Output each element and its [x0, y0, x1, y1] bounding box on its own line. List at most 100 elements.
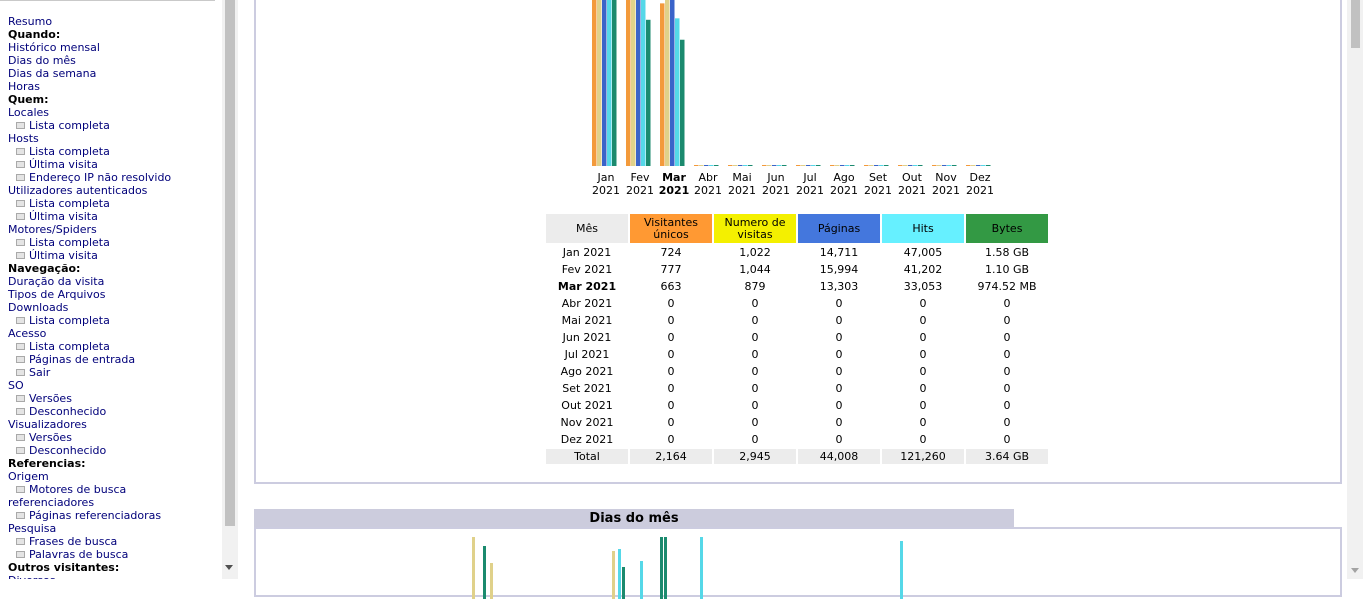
- chart-bar-bytes: [918, 165, 923, 166]
- chart-bar-hits: [947, 165, 952, 166]
- menu-item-diversos[interactable]: Diversos: [8, 574, 216, 579]
- chart-bar-visitors: [626, 0, 631, 167]
- chart-bar-visitors: [762, 165, 767, 166]
- menu-label: Resumo: [8, 15, 53, 28]
- column-header-unique-visitors: Visitantes únicos: [630, 214, 712, 243]
- menu-item-dias-do-mes[interactable]: Dias do mês: [8, 54, 216, 67]
- chart-bar-hits: [777, 165, 782, 166]
- menu-subitem-lista-completa[interactable]: Lista completa: [8, 119, 216, 132]
- chart-bar-pages: [942, 165, 947, 166]
- menu-label: Frases de busca: [29, 535, 118, 548]
- chart-bar-visits: [801, 165, 806, 166]
- menu-scrollbar[interactable]: [222, 0, 238, 579]
- chart-bar-visits: [490, 563, 493, 599]
- menu-item-duracao-da-visita[interactable]: Duração da visita: [8, 275, 216, 288]
- submenu-bullet-icon: [16, 174, 25, 181]
- chart-bar-pages: [738, 165, 743, 166]
- table-row: Mar 2021 663 879 13,303 33,053 974.52 MB: [546, 279, 1048, 294]
- menu-item-historico-mensal[interactable]: Histórico mensal: [8, 41, 216, 54]
- table-cell-hits: 0: [919, 365, 927, 378]
- menu-subitem-paginas-referenciadoras[interactable]: Páginas referenciadoras: [8, 509, 216, 522]
- menu-subitem-lista-completa[interactable]: Lista completa: [8, 314, 216, 327]
- chart-bar-hits: [709, 165, 714, 166]
- chart-bar-hits: [811, 165, 816, 166]
- menu-item-referenciadores[interactable]: referenciadores: [8, 496, 216, 509]
- menu-subitem-motores-de-busca[interactable]: Motores de busca: [8, 483, 216, 496]
- x-tick-label: Fev: [630, 171, 649, 184]
- menu-item-resumo[interactable]: Resumo: [8, 15, 216, 28]
- menu-subitem-ultima-visita[interactable]: Última visita: [8, 249, 216, 262]
- chart-bar-hits: [743, 165, 748, 166]
- chart-bar-hits: [675, 18, 680, 166]
- submenu-bullet-icon: [16, 252, 25, 259]
- chart-bar-visitors: [932, 165, 937, 166]
- table-total-cell-unique-visitors: 2,164: [630, 449, 712, 464]
- chart-bar-bytes: [622, 567, 625, 599]
- page-scroll-thumb[interactable]: [1351, 0, 1360, 48]
- menu-item-utilizadores-autenticados[interactable]: Utilizadores autenticados: [8, 184, 216, 197]
- table-cell-visits: 1,044: [739, 263, 771, 276]
- column-header-pages: Páginas: [798, 214, 880, 243]
- chart-bar-pages: [670, 0, 675, 166]
- menu-item-downloads[interactable]: Downloads: [8, 301, 216, 314]
- menu-item-motores-spiders[interactable]: Motores/Spiders: [8, 223, 216, 236]
- column-header-bytes: Bytes: [966, 214, 1048, 243]
- menu-subitem-desconhecido[interactable]: Desconhecido: [8, 405, 216, 418]
- menu-item-tipos-de-arquivos[interactable]: Tipos de Arquivos: [8, 288, 216, 301]
- menu-subitem-desconhecido[interactable]: Desconhecido: [8, 444, 216, 457]
- menu-label: Acesso: [8, 327, 47, 340]
- menu-label: Hosts: [8, 132, 39, 145]
- page-scrollbar[interactable]: [1347, 0, 1363, 579]
- submenu-bullet-icon: [16, 512, 25, 519]
- menu-item-origem[interactable]: Origem: [8, 470, 216, 483]
- menu-subitem-lista-completa[interactable]: Lista completa: [8, 236, 216, 249]
- menu-subitem-frases-de-busca[interactable]: Frases de busca: [8, 535, 216, 548]
- menu-subitem-paginas-de-entrada[interactable]: Páginas de entrada: [8, 353, 216, 366]
- menu-subitem-versoes[interactable]: Versões: [8, 431, 216, 444]
- x-tick-label: Mar: [662, 171, 686, 184]
- menu-subitem-lista-completa[interactable]: Lista completa: [8, 197, 216, 210]
- menu-item-locales[interactable]: Locales: [8, 106, 216, 119]
- table-cell-month: Abr 2021: [561, 297, 613, 310]
- chart-bar-visits: [612, 551, 615, 599]
- menu-scroll-thumb[interactable]: [225, 0, 235, 526]
- menu-item-acesso[interactable]: Acesso: [8, 327, 216, 340]
- x-tick-label: 2021: [762, 184, 790, 197]
- table-cell-month: Nov 2021: [560, 416, 614, 429]
- chart-bar-pages: [636, 0, 641, 166]
- menu-item-visualizadores[interactable]: Visualizadores: [8, 418, 216, 431]
- submenu-bullet-icon: [16, 538, 25, 545]
- menu-label: Referencias:: [8, 457, 86, 470]
- table-cell-bytes: 0: [1003, 416, 1011, 429]
- menu-heading-quem: Quem:: [8, 93, 216, 106]
- menu-subitem-endereco-ip-nao-resolvido[interactable]: Endereço IP não resolvido: [8, 171, 216, 184]
- scroll-down-arrow-icon[interactable]: [225, 565, 233, 570]
- table-cell-pages: 0: [835, 433, 843, 446]
- table-cell-pages: 14,711: [819, 246, 859, 259]
- table-cell-unique-visitors: 0: [667, 399, 675, 412]
- menu-subitem-ultima-visita[interactable]: Última visita: [8, 210, 216, 223]
- x-tick-label: 2021: [659, 184, 690, 197]
- menu-item-pesquisa[interactable]: Pesquisa: [8, 522, 216, 535]
- table-cell-visits: 0: [751, 382, 759, 395]
- menu-subitem-palavras-de-busca[interactable]: Palavras de busca: [8, 548, 216, 561]
- table-cell-visits: 0: [751, 331, 759, 344]
- menu-label: Última visita: [29, 210, 98, 223]
- days-of-month-chart: [472, 537, 903, 599]
- menu-subitem-lista-completa[interactable]: Lista completa: [8, 145, 216, 158]
- table-row: Jun 2021 0 0 0 0 0: [546, 330, 1048, 345]
- menu-subitem-lista-completa[interactable]: Lista completa: [8, 340, 216, 353]
- menu-item-dias-da-semana[interactable]: Dias da semana: [8, 67, 216, 80]
- menu-item-horas[interactable]: Horas: [8, 80, 216, 93]
- menu-frame: Resumo Quando: Histórico mensal Dias do mês…: [0, 0, 238, 579]
- menu-label: Utilizadores autenticados: [8, 184, 148, 197]
- menu-item-so[interactable]: SO: [8, 379, 216, 392]
- menu-subitem-ultima-visita[interactable]: Última visita: [8, 158, 216, 171]
- menu-subitem-sair[interactable]: Sair: [8, 366, 216, 379]
- table-row: Jul 2021 0 0 0 0 0: [546, 347, 1048, 362]
- table-row: Set 2021 0 0 0 0 0: [546, 381, 1048, 396]
- menu-subitem-versoes[interactable]: Versões: [8, 392, 216, 405]
- table-cell-bytes: 1.10 GB: [984, 263, 1030, 276]
- menu-item-hosts[interactable]: Hosts: [8, 132, 216, 145]
- scroll-down-arrow-icon[interactable]: [1351, 568, 1359, 573]
